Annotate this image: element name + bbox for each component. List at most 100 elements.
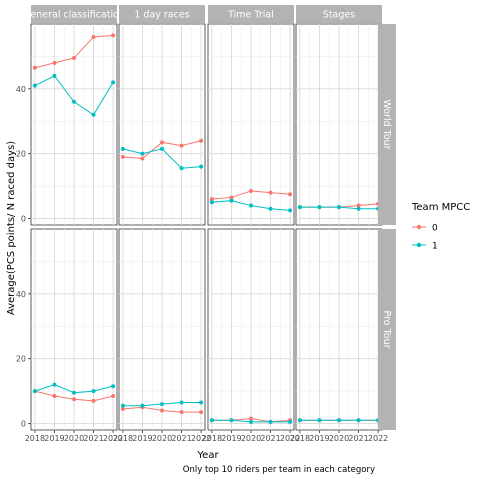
data-point-0-2019 (229, 195, 234, 200)
strip-label-stages: Stages (323, 10, 355, 21)
data-point-1-2020 (249, 203, 253, 208)
data-point-1-2019 (52, 382, 57, 387)
panel-pro-tour-general-classification (30, 228, 118, 431)
y-tick-label: 0 (21, 420, 26, 429)
data-point-0-2019 (52, 60, 57, 65)
strip-stages: Stages (296, 5, 382, 23)
data-point-1-2021 (356, 418, 361, 423)
data-point-0-2018 (209, 197, 214, 202)
data-point-1-2021 (91, 112, 96, 117)
data-point-1-2020 (72, 390, 76, 395)
data-point-1-2020 (337, 418, 341, 423)
panel-world-tour-stages (295, 23, 383, 226)
legend-title: Team MPCC (411, 202, 470, 213)
strip-bg-1-day-races (119, 5, 205, 23)
data-point-0-2020 (72, 56, 76, 61)
data-point-1-2019 (140, 151, 145, 156)
legend-label-0: 0 (432, 224, 438, 234)
row-strip-world-tour: World Tour (378, 24, 396, 225)
x-tick-label: 2021 (171, 434, 191, 443)
data-point-1-2018 (297, 205, 302, 210)
y-tick-label: 40 (16, 85, 26, 94)
data-point-0-2021 (179, 143, 184, 148)
data-point-0-2021 (356, 203, 361, 208)
data-point-0-2022 (288, 192, 293, 197)
data-point-1-2022 (288, 419, 293, 424)
strips-layer: General classification 1 day races Time Tr… (23, 5, 396, 430)
data-point-1-2018 (209, 418, 214, 423)
legend-label-1: 1 (432, 242, 438, 252)
x-tick-label: 2020 (329, 434, 349, 443)
data-point-1-2019 (52, 73, 57, 78)
x-tick-label: 2018 (290, 434, 310, 443)
x-tick-label: 2021 (83, 434, 103, 443)
y-tick-label: 0 (21, 215, 26, 224)
strip-bg-time-trial (208, 5, 294, 23)
panel-pro-tour-1-day-races (118, 228, 206, 431)
x-tick-label: 2022 (191, 434, 211, 443)
row-strip-label-world-tour: World Tour (381, 99, 392, 149)
data-point-1-2022 (111, 384, 116, 389)
data-point-0-2021 (179, 410, 184, 415)
data-point-0-2022 (111, 393, 116, 398)
x-tick-label: 2020 (64, 434, 84, 443)
data-point-1-2020 (160, 146, 164, 151)
row-strip-bg-pro-tour (378, 229, 396, 430)
data-point-0-2018 (120, 406, 125, 411)
legend-key-1: 1 (412, 242, 438, 252)
row-strip-label-pro-tour: Pro Tour (381, 310, 392, 348)
x-tick-label: 2018 (25, 434, 45, 443)
strip-general-classification: General classification (23, 5, 125, 23)
x-tick-label: 2021 (348, 434, 368, 443)
data-point-1-2020 (337, 205, 341, 210)
legend: Team MPCC 0 1 (411, 202, 470, 252)
data-point-1-2022 (199, 400, 204, 405)
y-tick-label: 40 (16, 290, 26, 299)
data-point-1-2021 (179, 166, 184, 171)
row-strip-pro-tour: Pro Tour (378, 229, 396, 430)
strip-label-general-classification: General classification (23, 10, 125, 21)
data-point-0-2018 (120, 154, 125, 159)
data-point-1-2022 (111, 80, 116, 85)
data-point-1-2021 (268, 206, 273, 211)
x-tick-label: 2018 (202, 434, 222, 443)
x-tick-label: 2019 (132, 434, 152, 443)
data-point-1-2018 (120, 403, 125, 408)
row-strip-bg-world-tour (378, 24, 396, 225)
data-point-0-2018 (32, 65, 37, 70)
x-tick-label: 2020 (152, 434, 172, 443)
data-point-1-2018 (32, 83, 37, 88)
data-point-1-2019 (229, 198, 234, 203)
data-point-0-2021 (91, 34, 96, 39)
data-point-1-2018 (120, 146, 125, 151)
data-point-1-2020 (249, 419, 253, 424)
panel-world-tour-general-classification (30, 23, 118, 226)
data-point-0-2022 (199, 138, 204, 143)
x-tick-label: 2019 (309, 434, 329, 443)
x-tick-label: 2022 (368, 434, 388, 443)
data-point-1-2021 (91, 389, 96, 394)
y-tick-label: 20 (16, 355, 26, 364)
panel-pro-tour-stages (295, 228, 383, 431)
chart-caption: Only top 10 riders per team in each cate… (183, 465, 375, 475)
data-point-0-2020 (160, 408, 164, 413)
panel-world-tour-time-trial (207, 23, 295, 226)
x-tick-label: 2019 (221, 434, 241, 443)
x-tick-label: 2018 (113, 434, 133, 443)
x-tick-label: 2022 (103, 434, 123, 443)
x-tick-label: 2020 (241, 434, 261, 443)
data-point-1-2021 (268, 419, 273, 424)
data-point-1-2018 (32, 389, 37, 394)
data-point-1-2018 (297, 418, 302, 423)
strip-1-day-races: 1 day races (119, 5, 205, 23)
data-point-0-2020 (249, 416, 253, 421)
data-point-1-2019 (140, 403, 145, 408)
data-point-1-2018 (209, 200, 214, 205)
data-point-0-2020 (160, 140, 164, 145)
data-point-0-2022 (111, 33, 116, 38)
data-point-1-2019 (317, 418, 322, 423)
legend-key-1-point (416, 242, 422, 248)
data-point-1-2019 (229, 418, 234, 423)
